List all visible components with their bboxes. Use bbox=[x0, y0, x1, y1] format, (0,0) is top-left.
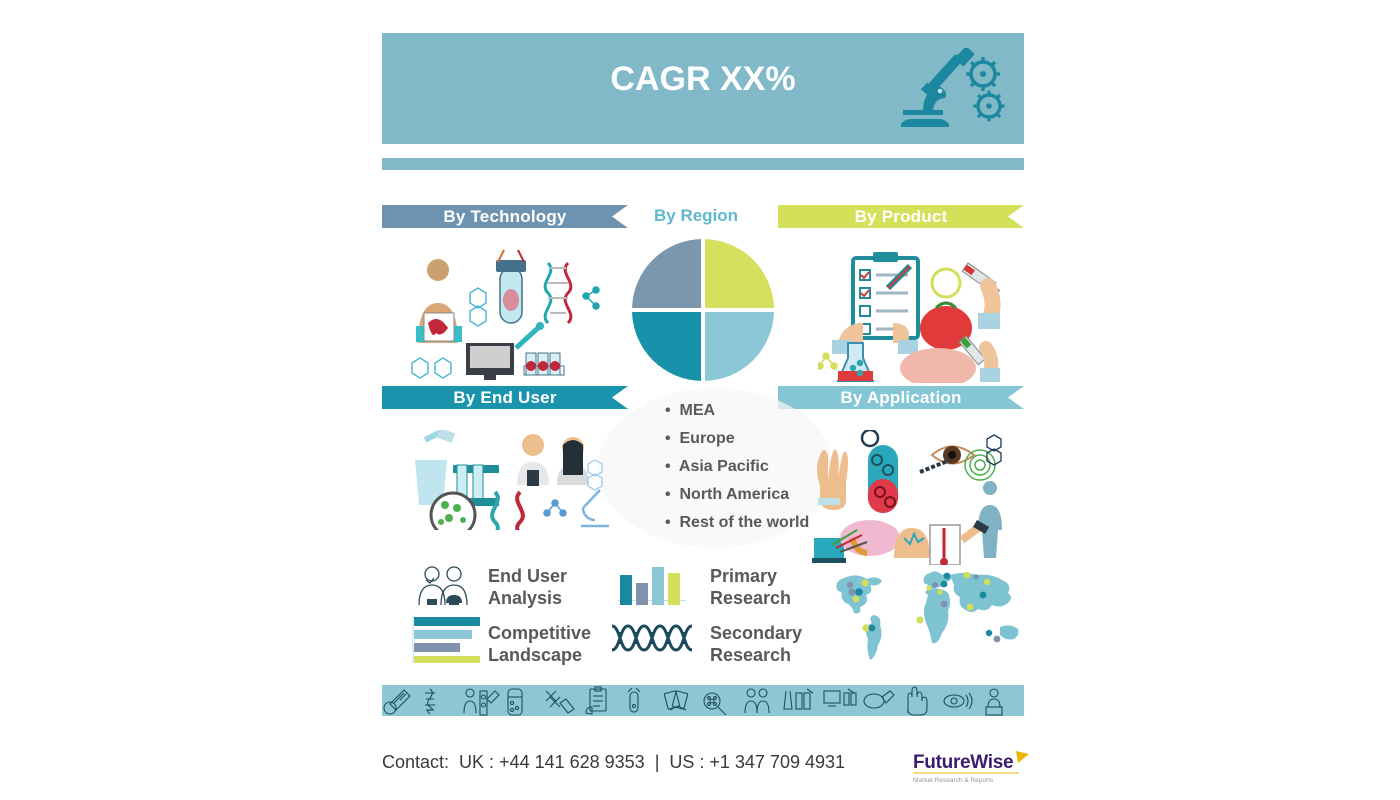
svg-text:FutureWise: FutureWise bbox=[913, 752, 1013, 773]
svg-text:Market Research & Reports: Market Research & Reports bbox=[913, 777, 994, 784]
